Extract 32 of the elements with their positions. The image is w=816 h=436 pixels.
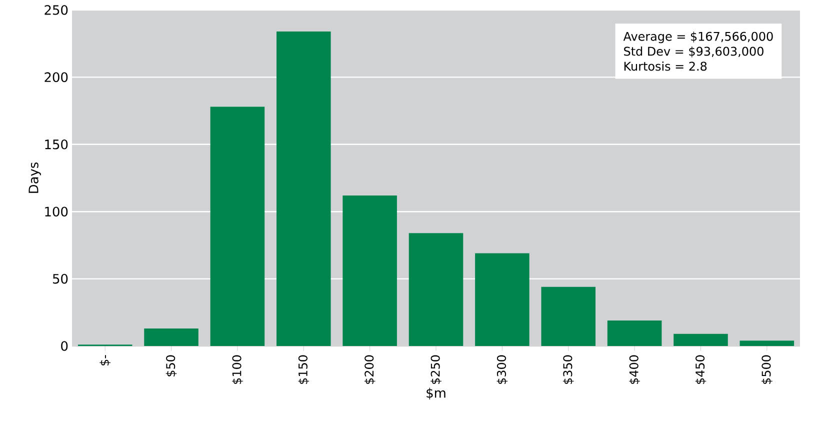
x-tick-label: $50 [166, 355, 177, 376]
y-tick-label: 250 [44, 5, 68, 15]
y-tick-label: 50 [53, 274, 68, 284]
x-tick-label: $150 [298, 355, 310, 384]
y-tick-label: 0 [61, 341, 68, 351]
annotation: Kurtosis = 2.8 [624, 62, 707, 71]
bar [740, 340, 794, 346]
x-tick-label: $- [100, 355, 111, 366]
x-tick-label: $400 [629, 355, 640, 384]
y-axis-title: Days [28, 162, 41, 193]
x-tick-label: $200 [364, 355, 376, 384]
x-tick-label: $500 [762, 355, 772, 384]
x-tick-label: $300 [496, 355, 508, 384]
bar [674, 334, 728, 346]
bar [541, 286, 596, 346]
x-tick-label: $250 [430, 355, 442, 384]
bar [408, 233, 464, 346]
x-tick-label: $100 [232, 355, 243, 384]
bar [210, 106, 265, 346]
bar [144, 328, 198, 346]
bar [342, 195, 397, 346]
annotation: Std Dev = $93,603,000 [624, 46, 764, 58]
y-tick-label: 100 [45, 206, 68, 216]
bar [276, 32, 331, 346]
bar [607, 320, 662, 346]
bar [475, 253, 530, 346]
x-tick-label: $350 [562, 355, 574, 384]
x-axis-title: $m [426, 388, 446, 400]
annotation: Average = $167,566,000 [623, 32, 773, 44]
x-tick-label: $450 [695, 355, 706, 384]
y-tick-label: 200 [44, 72, 68, 82]
y-tick-label: 150 [45, 140, 68, 150]
